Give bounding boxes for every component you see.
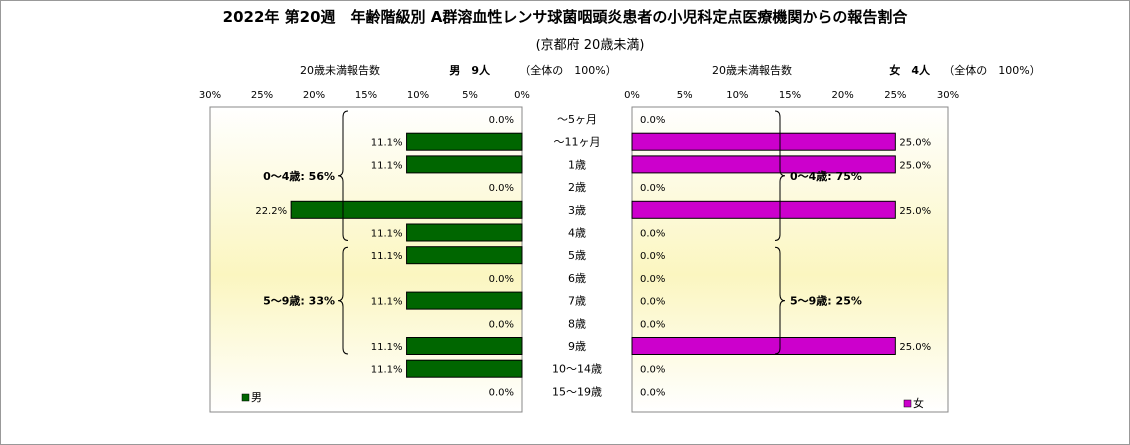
male-value-label: 22.2% [255,206,287,217]
male-group-brace [337,246,349,355]
female-value-label: 0.0% [640,297,665,308]
male-value-label: 11.1% [371,365,403,376]
female-tick-label: 0% [624,90,640,101]
category-label: 5歳 [568,249,586,262]
male-tick-label: 20% [303,90,325,101]
category-label: ～5ヶ月 [557,113,597,126]
female-bars: 0.0% 25.0% 25.0% 0.0% 25.0% 0.0% 0.0% 0.0% 0.0% 0… [631,115,931,398]
category-label: 7歳 [568,295,586,308]
male-tick-label: 15% [355,90,377,101]
male-value-label: 11.1% [371,229,403,240]
age-group-braces: 0～4歳: 56% 5～9歳: 33% 0～4歳: 75% 5～9歳: 25% [263,110,862,355]
female-bar [631,155,896,174]
female-count-label: 20歳未満報告数 [712,64,792,77]
male-value-label: 0.0% [489,387,514,398]
category-label: ～11ヶ月 [554,136,601,149]
male-group-label: 5～9歳: 33% [263,294,335,308]
category-label: 15～19歳 [552,385,602,398]
male-bar [406,132,523,151]
male-value-label: 11.1% [371,251,403,262]
male-bar [406,337,523,355]
chart-subtitle: (京都府 20歳未満) [536,38,645,53]
female-plot-area [631,106,949,413]
female-value-label: 25.0% [899,138,931,149]
female-tick-label: 5% [677,90,693,101]
male-share: （全体の 100%） [519,63,616,77]
male-tick-label: 5% [462,90,478,101]
female-bar [631,200,896,219]
female-bar [631,337,896,355]
female-value-label: 25.0% [899,160,931,171]
female-value-label: 25.0% [899,206,931,217]
male-bar [406,359,523,378]
chart-title: 2022年 第20週 年齢階級別 A群溶血性レンサ球菌咽頭炎患者の小児科定点医療… [223,8,909,26]
male-value-label: 11.1% [371,297,403,308]
female-total: 女 4人 [889,63,931,77]
category-label: 6歳 [568,272,586,285]
male-bar [406,246,523,265]
category-labels: ～5ヶ月 ～11ヶ月 1歳 2歳 3歳 4歳 5歳 6歳 7歳 8歳 9歳 10～14歳 15～19歳 [552,113,602,398]
male-bar [406,291,523,310]
female-value-label: 0.0% [640,183,665,194]
male-value-label: 0.0% [489,115,514,126]
male-legend-label: 男 [251,391,262,404]
category-label: 10～14歳 [552,363,602,376]
male-bar [406,155,523,174]
female-group-label: 0～4歳: 75% [790,169,862,183]
category-label: 4歳 [568,227,586,240]
female-value-label: 0.0% [640,274,665,285]
female-tick-label: 30% [937,90,959,101]
female-value-label: 0.0% [640,365,665,376]
female-tick-label: 20% [832,90,854,101]
female-value-label: 0.0% [640,251,665,262]
male-group-label: 0～4歳: 56% [263,169,335,183]
female-legend-label: 女 [913,396,924,410]
male-value-label: 0.0% [489,274,514,285]
male-axis-ticks: 0% 5% 10% 15% 20% 25% 30% [199,90,530,101]
category-label: 9歳 [568,340,586,353]
male-total: 男 9人 [449,63,491,77]
male-value-label: 11.1% [371,342,403,353]
male-bar [290,200,523,219]
male-tick-label: 10% [407,90,429,101]
male-tick-label: 0% [514,90,530,101]
female-share: （全体の 100%） [943,63,1040,77]
female-legend-swatch [903,399,912,408]
female-group-label: 5～9歳: 25% [790,294,862,308]
female-value-label: 0.0% [640,115,665,126]
category-label: 3歳 [568,204,586,217]
male-count-label: 20歳未満報告数 [300,64,380,77]
male-tick-label: 25% [251,90,273,101]
category-label: 2歳 [568,181,586,194]
male-bars: 0.0% 11.1% 11.1% 0.0% 22.2% 11.1% 11.1% 0.0% 11.… [255,115,523,398]
male-value-label: 11.1% [371,138,403,149]
male-bar [406,223,523,242]
female-value-label: 0.0% [640,387,665,398]
male-group-brace [337,110,349,241]
female-group-brace [774,246,786,355]
female-bar [631,132,896,151]
male-tick-label: 30% [199,90,221,101]
male-legend-swatch [241,393,250,402]
male-value-label: 0.0% [489,319,514,330]
female-value-label: 0.0% [640,319,665,330]
male-value-label: 0.0% [489,183,514,194]
category-label: 1歳 [568,158,586,171]
female-group-brace [774,110,786,241]
female-value-label: 25.0% [899,342,931,353]
female-tick-label: 25% [884,90,906,101]
female-tick-label: 15% [779,90,801,101]
female-value-label: 0.0% [640,229,665,240]
female-tick-label: 10% [726,90,748,101]
female-axis-ticks: 0% 5% 10% 15% 20% 25% 30% [624,90,959,101]
male-value-label: 11.1% [371,160,403,171]
category-label: 8歳 [568,317,586,330]
